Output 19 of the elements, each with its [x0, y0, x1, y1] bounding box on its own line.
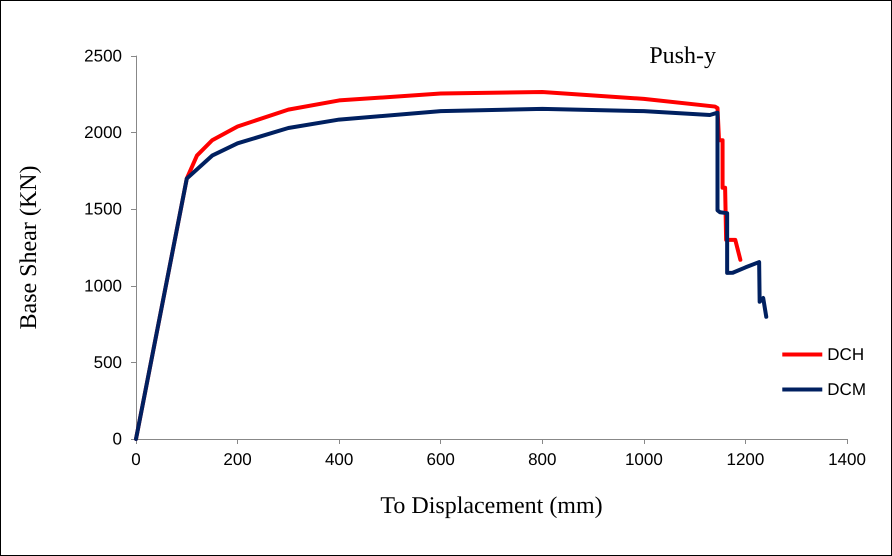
y-tick-label: 1500 — [84, 200, 122, 219]
y-tick-label: 2000 — [84, 123, 122, 142]
x-tick-label: 600 — [426, 450, 455, 469]
y-tick-label: 500 — [94, 352, 122, 372]
legend-label: DCM — [827, 380, 866, 399]
y-axis-title: Base Shear (KN) — [16, 166, 42, 330]
x-tick-label: 400 — [324, 450, 354, 469]
y-tick-label: 2500 — [84, 46, 122, 66]
x-tick-label: 1000 — [624, 450, 663, 469]
y-tick-label: 0 — [112, 430, 122, 448]
x-tick-label: 200 — [223, 450, 252, 469]
x-axis-title: To Displacement (mm) — [380, 493, 603, 519]
legend-label: DCH — [827, 345, 864, 364]
x-tick-label: 800 — [528, 450, 556, 469]
chart-title: Push-y — [649, 43, 716, 69]
x-tick-label: 1200 — [726, 450, 764, 469]
y-tick-label: 1000 — [84, 276, 122, 296]
x-tick-label: 0 — [131, 450, 141, 469]
x-tick-label: 1400 — [828, 450, 866, 469]
